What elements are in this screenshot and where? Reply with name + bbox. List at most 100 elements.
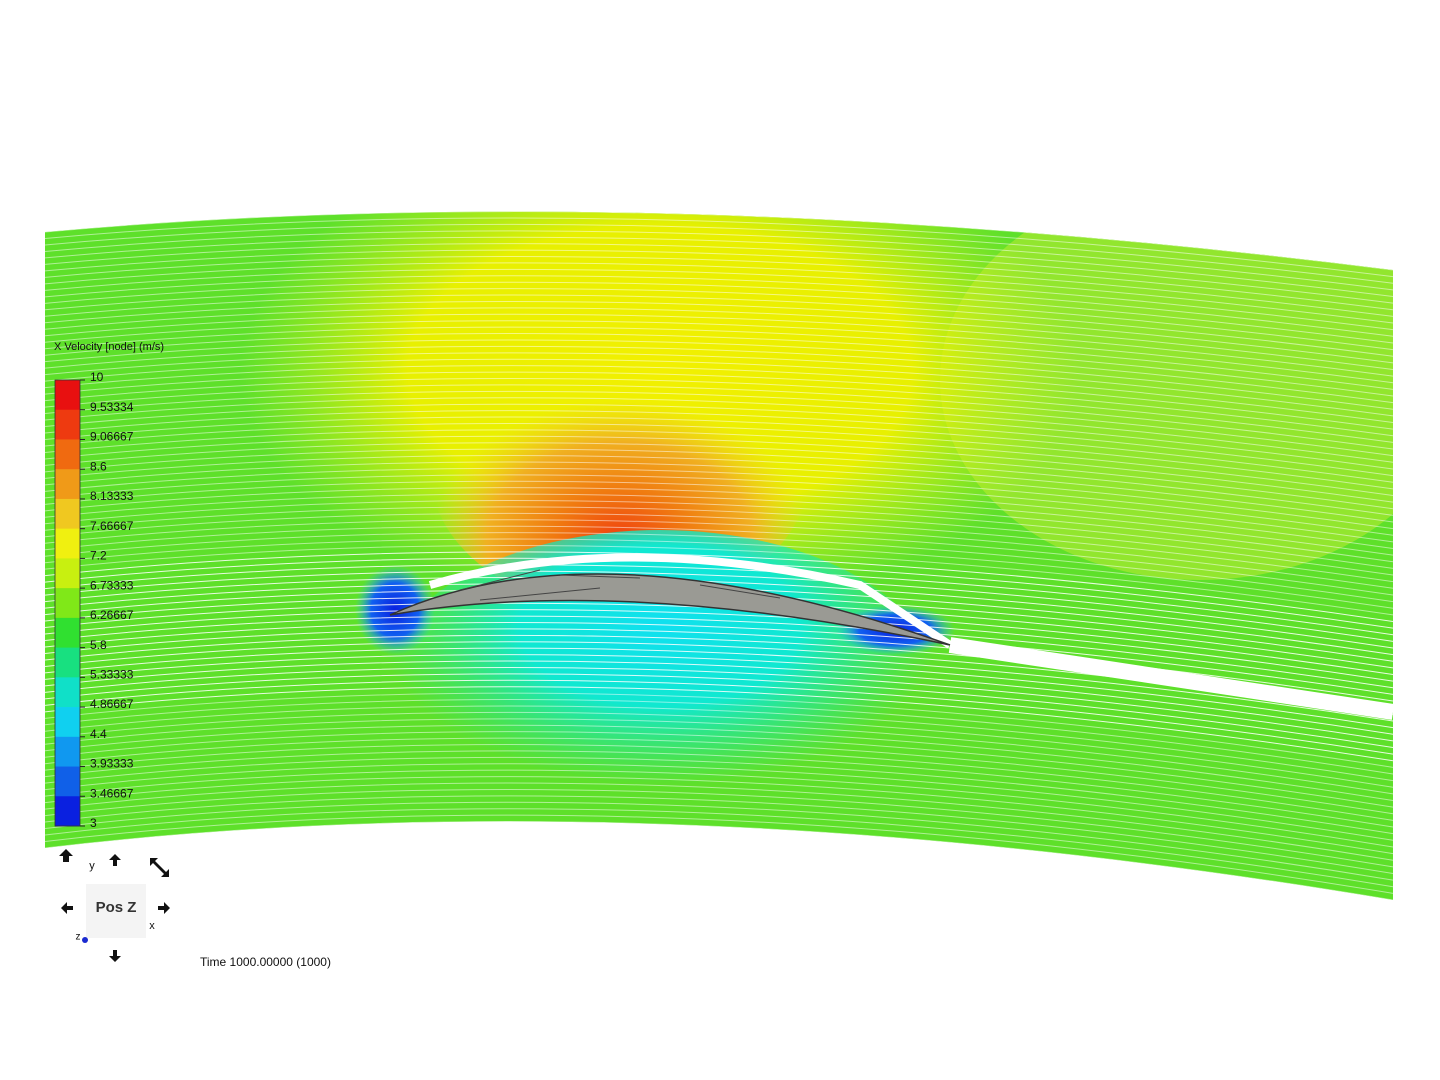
streamline — [45, 544, 1393, 616]
streamline — [45, 686, 1393, 762]
pan-up[interactable] — [109, 854, 121, 866]
streamline — [45, 243, 1393, 304]
streamline — [45, 410, 1393, 477]
cube-face[interactable] — [86, 884, 146, 938]
legend-swatch — [55, 647, 80, 678]
legend-label: 3.93333 — [90, 757, 134, 771]
legend-label: 5.33333 — [90, 668, 134, 682]
legend-label: 8.6 — [90, 459, 107, 473]
streamline — [45, 551, 1393, 622]
streamline — [45, 763, 1393, 841]
streamline — [45, 390, 1393, 457]
legend-swatch — [55, 588, 80, 619]
streamline — [45, 731, 1393, 808]
legend-swatch — [55, 558, 80, 589]
streamline — [45, 532, 1393, 603]
streamline — [45, 705, 1393, 782]
streamline — [45, 358, 1393, 424]
legend-swatch — [55, 469, 80, 500]
streamline — [45, 692, 1393, 768]
streamline — [45, 461, 1393, 530]
streamline — [45, 326, 1393, 390]
streamline — [45, 711, 1393, 788]
legend-label: 4.86667 — [90, 697, 134, 711]
legend-label: 9.53334 — [90, 400, 134, 414]
streamline — [45, 256, 1393, 317]
streamline — [45, 352, 1393, 417]
streamline — [45, 371, 1393, 437]
streamline — [45, 455, 1393, 523]
streamline — [45, 769, 1393, 848]
gap — [428, 553, 953, 649]
rotate-up[interactable] — [59, 849, 73, 862]
streamline — [45, 365, 1393, 430]
streamline — [45, 211, 1393, 271]
legend-label: 6.26667 — [90, 608, 134, 622]
streamline — [45, 506, 1393, 576]
streamline — [45, 782, 1393, 861]
legend-swatch — [55, 380, 80, 411]
streamline — [45, 403, 1393, 470]
streamline — [45, 288, 1393, 351]
pan-down[interactable] — [109, 950, 121, 962]
legend-label: 8.13333 — [90, 489, 134, 503]
legend-frame — [54, 379, 81, 827]
field-region — [355, 565, 435, 655]
streamline — [45, 622, 1393, 695]
streamline — [45, 525, 1393, 596]
legend-label: 6.73333 — [90, 578, 134, 592]
wake — [948, 637, 1393, 720]
axis-label: z — [76, 932, 81, 943]
streamline — [45, 307, 1393, 370]
streamline — [45, 422, 1393, 490]
streamline — [45, 294, 1393, 357]
streamline — [45, 320, 1393, 384]
rotate-diagonal[interactable] — [150, 858, 169, 877]
streamline — [45, 647, 1393, 722]
legend-label: 4.4 — [90, 727, 107, 741]
cube-label[interactable]: Pos Z — [96, 899, 137, 916]
streamline — [45, 300, 1393, 364]
streamline — [45, 448, 1393, 516]
legend-swatch — [55, 707, 80, 738]
streamline — [45, 750, 1393, 828]
streamline — [45, 788, 1393, 868]
legend-label: 9.06667 — [90, 430, 134, 444]
streamline — [45, 666, 1393, 742]
streamline — [45, 776, 1393, 855]
streamline — [45, 660, 1393, 735]
pan-right[interactable] — [158, 902, 170, 914]
streamline — [45, 474, 1393, 543]
streamline — [45, 268, 1393, 331]
streamline — [45, 801, 1393, 881]
streamline — [45, 249, 1393, 311]
streamline — [45, 814, 1393, 894]
streamline — [45, 609, 1393, 682]
streamline — [45, 378, 1393, 443]
streamline — [45, 602, 1393, 676]
streamline — [45, 570, 1393, 642]
streamlines — [45, 211, 1393, 901]
streamline — [45, 467, 1393, 536]
streamline — [45, 654, 1393, 729]
streamline — [45, 345, 1393, 410]
streamline — [45, 795, 1393, 874]
streamline — [45, 416, 1393, 483]
streamline — [45, 223, 1393, 284]
legend-label: 3 — [90, 816, 97, 830]
legend-swatch — [55, 617, 80, 649]
streamline — [45, 673, 1393, 748]
view-cube[interactable]: Pos Z y x z — [59, 849, 170, 962]
axis-label: x — [149, 920, 155, 932]
axis-label: y — [89, 860, 95, 872]
streamline — [45, 808, 1393, 888]
streamline — [45, 397, 1393, 463]
pan-left[interactable] — [61, 902, 73, 914]
legend-swatch — [55, 766, 80, 797]
streamline — [45, 538, 1393, 609]
legend-swatch — [55, 439, 80, 470]
streamline — [45, 281, 1393, 344]
streamline — [45, 564, 1393, 636]
legend-swatch — [55, 528, 80, 559]
streamline — [45, 512, 1393, 583]
